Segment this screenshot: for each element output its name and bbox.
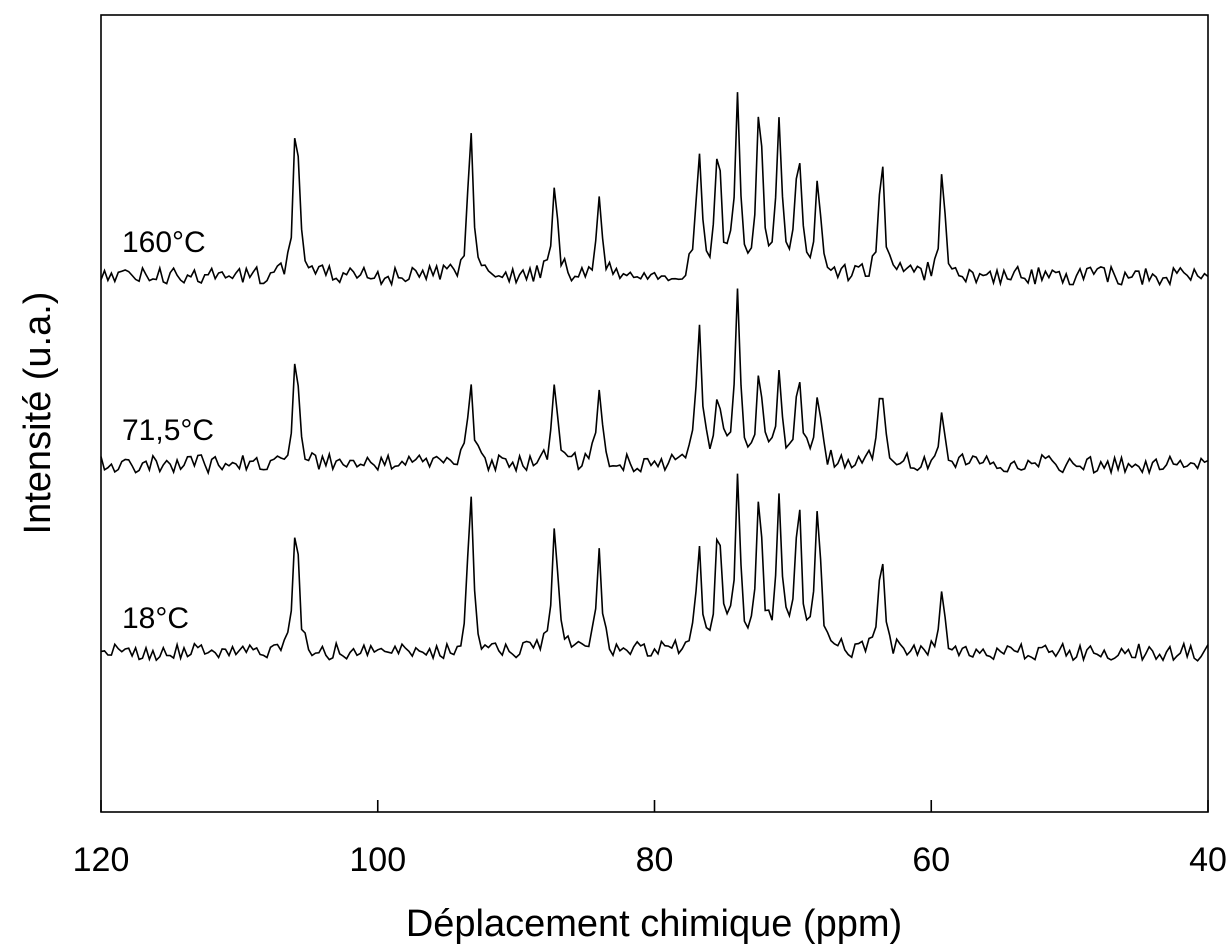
spectrum-series-3 <box>100 473 1209 663</box>
x-tick-label-120: 120 <box>73 841 130 879</box>
y-axis-label: Intensité (u.a.) <box>17 292 59 535</box>
x-tick-label-60: 60 <box>912 841 950 879</box>
series-label-3: 18°C <box>122 602 189 635</box>
x-tick-label-80: 80 <box>636 841 674 879</box>
spectrum-series-1 <box>100 92 1209 288</box>
x-tick-label-100: 100 <box>349 841 406 879</box>
spectrum-series-2 <box>100 288 1209 476</box>
x-tick-label-40: 40 <box>1189 841 1227 879</box>
series-labels: 160°C 71,5°C 18°C <box>122 226 214 635</box>
series-label-1: 160°C <box>122 226 206 259</box>
spectra-group <box>100 92 1209 663</box>
plot-frame <box>100 14 1209 813</box>
series-label-2: 71,5°C <box>122 414 214 447</box>
x-axis-ticks: 120 100 80 60 40 <box>73 800 1227 879</box>
x-axis-label: Déplacement chimique (ppm) <box>406 903 902 945</box>
